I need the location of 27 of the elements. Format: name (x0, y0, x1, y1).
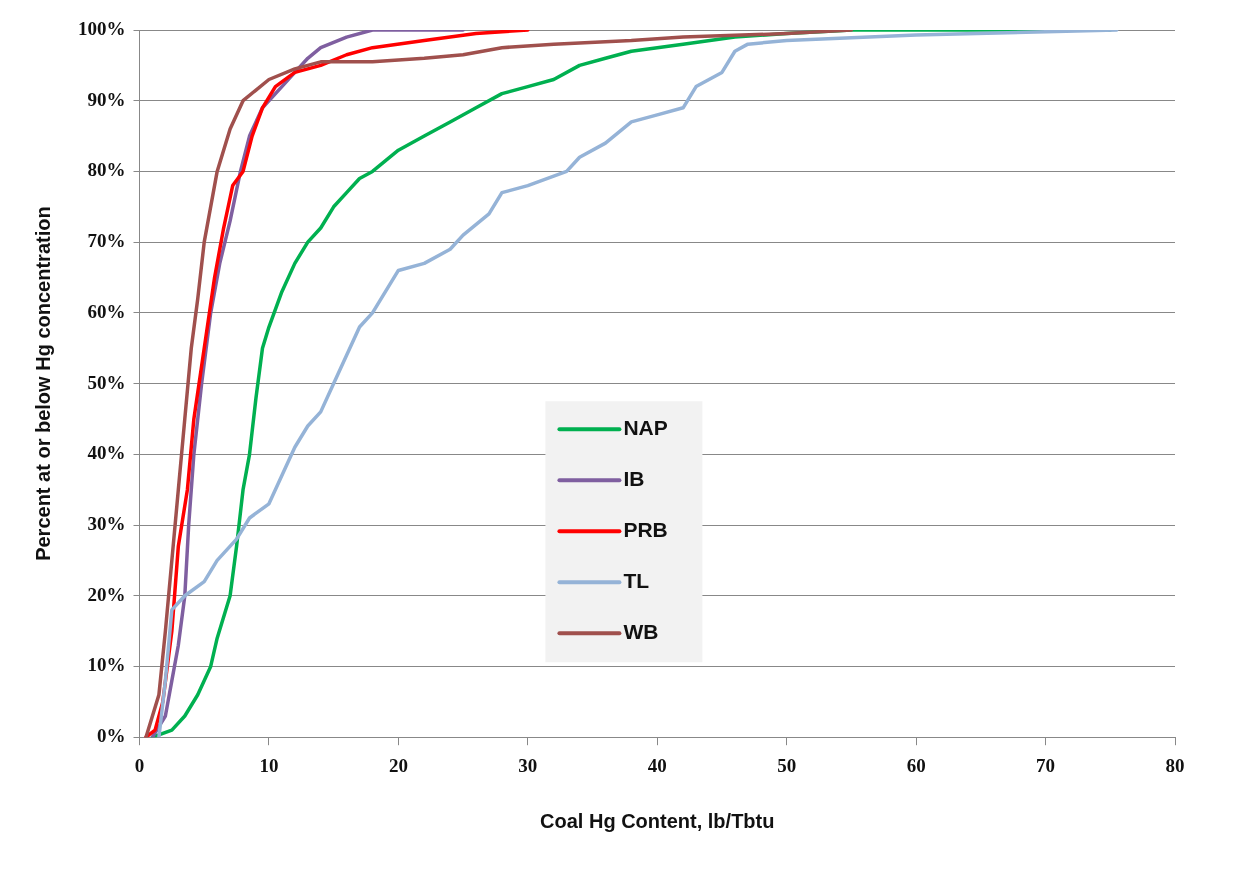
legend-label: NAP (623, 416, 668, 440)
y-axis-title: Percent at or below Hg concentration (31, 206, 54, 561)
y-tick-label: 100% (78, 17, 126, 39)
y-tick-label: 0% (97, 725, 126, 747)
x-tick-label: 30 (518, 754, 538, 776)
x-tick-label: 0 (134, 754, 145, 776)
y-tick-label: 70% (87, 230, 126, 252)
x-tick-label: 20 (388, 754, 408, 776)
legend-label: PRB (623, 518, 668, 542)
y-tick-label: 10% (87, 654, 126, 676)
y-tick-label: 80% (87, 159, 126, 181)
y-tick-label: 60% (87, 300, 126, 322)
y-tick-label: 20% (87, 583, 126, 605)
x-tick-label: 60 (906, 754, 926, 776)
y-tick-label: 50% (87, 371, 126, 393)
x-tick-label: 80 (1165, 754, 1185, 776)
x-tick-label: 50 (777, 754, 797, 776)
x-tick-label: 40 (647, 754, 667, 776)
y-tick-label: 30% (87, 512, 126, 534)
x-tick-label: 70 (1036, 754, 1056, 776)
y-tick-label: 40% (87, 442, 126, 464)
x-tick-label: 10 (259, 754, 279, 776)
x-axis-title: Coal Hg Content, lb/Tbtu (540, 809, 775, 832)
legend-label: TL (623, 569, 650, 593)
legend-label: IB (623, 467, 645, 491)
y-tick-label: 90% (87, 88, 126, 110)
legend-label: WB (623, 620, 659, 644)
